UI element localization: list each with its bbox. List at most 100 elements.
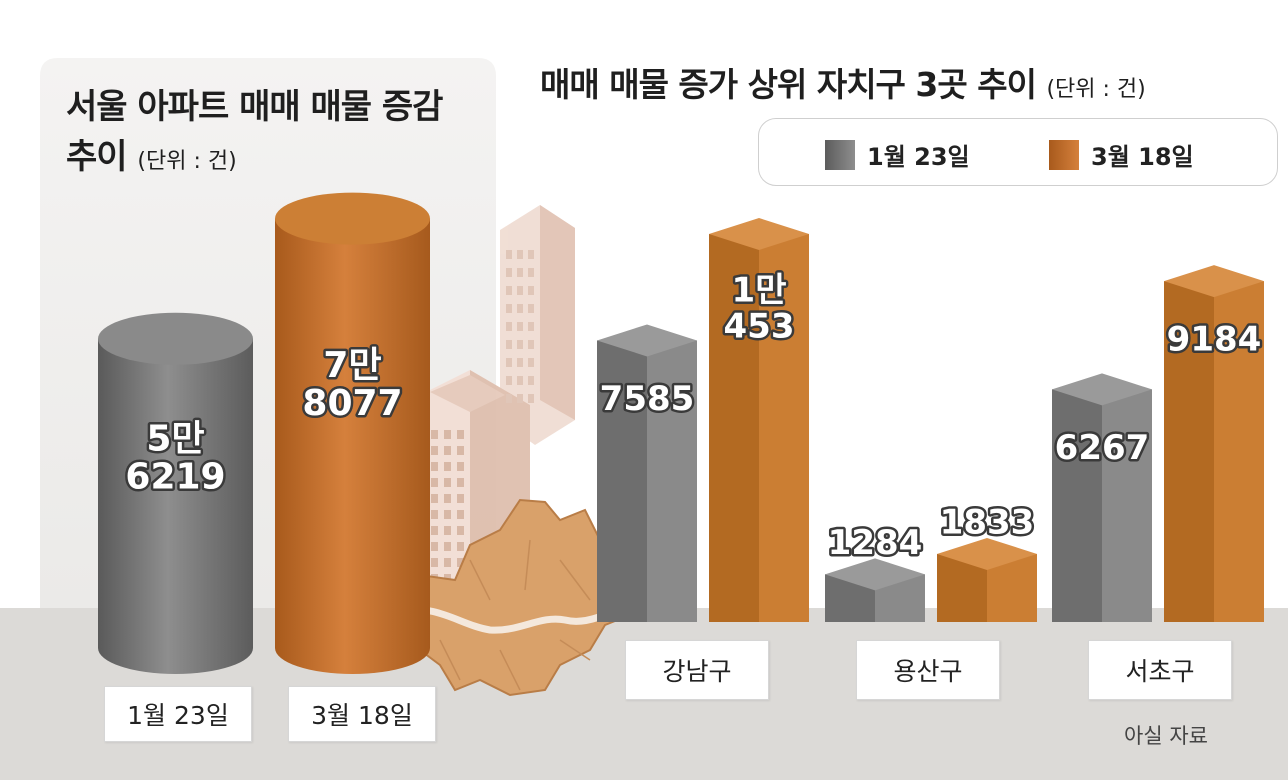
window — [506, 322, 512, 331]
district-value-label: 1833 — [940, 502, 1035, 542]
right-chart-title: 매매 매물 증가 상위 자치구 3곳 추이 (단위 : 건) — [540, 58, 1146, 106]
window — [457, 446, 464, 455]
left-value-label-line2: 8077 — [302, 383, 402, 424]
window — [444, 494, 451, 503]
legend-label-jan: 1월 23일 — [867, 143, 970, 171]
left-title-line2: 추이 — [66, 137, 128, 177]
legend-item-mar: 3월 18일 — [1049, 137, 1194, 172]
window — [506, 268, 512, 277]
legend-item-jan: 1월 23일 — [825, 137, 970, 172]
district-label-seocho: 서초구 — [1088, 640, 1232, 700]
district-label-gangnam: 강남구 — [625, 640, 769, 700]
window — [444, 526, 451, 535]
window — [457, 478, 464, 487]
window — [517, 286, 523, 295]
window — [506, 394, 512, 403]
window — [431, 542, 438, 551]
left-value-label-line1: 7만 — [323, 345, 381, 386]
window — [528, 376, 534, 385]
left-title-line1: 서울 아파트 매매 매물 증감 — [66, 87, 443, 127]
window — [517, 268, 523, 277]
district-value-label-line2: 453 — [724, 306, 795, 346]
window — [431, 430, 438, 439]
left-bar-1월 23일: 5만6219 — [98, 312, 253, 675]
window — [457, 494, 464, 503]
left-chart-title: 서울 아파트 매매 매물 증감 추이 (단위 : 건) — [66, 82, 443, 187]
window — [528, 268, 534, 277]
bar-face — [597, 340, 647, 622]
window — [506, 340, 512, 349]
window — [528, 286, 534, 295]
window — [457, 526, 464, 535]
district-value-label: 1284 — [828, 523, 923, 563]
district-label-yongsan: 용산구 — [856, 640, 1000, 700]
left-title-line2-wrap: 추이 (단위 : 건) — [66, 132, 442, 187]
bar-top — [1052, 373, 1152, 406]
window — [506, 376, 512, 385]
window — [517, 250, 523, 259]
window — [517, 304, 523, 313]
source-note: 아실 자료 — [1124, 724, 1208, 748]
bar-side — [647, 340, 697, 622]
window — [457, 542, 464, 551]
bar-side — [1214, 281, 1264, 622]
district-bar-강남구-3월 18일: 1만453 — [709, 218, 809, 622]
bar-top — [1164, 265, 1264, 298]
left-bar-body — [275, 218, 430, 675]
window — [444, 558, 451, 567]
left-value-label-line2: 6219 — [125, 456, 225, 497]
district-bar-서초구-1월 23일: 6267 — [1052, 373, 1152, 622]
district-bar-서초구-3월 18일: 9184 — [1164, 265, 1264, 622]
district-bar-용산구-1월 23일: 1284 — [825, 520, 925, 622]
window — [517, 394, 523, 403]
district-value-label: 6267 — [1055, 428, 1150, 468]
bar-side — [1102, 389, 1152, 622]
window — [528, 322, 534, 331]
bar-face — [709, 234, 759, 622]
window — [528, 304, 534, 313]
window — [528, 358, 534, 367]
window — [444, 446, 451, 455]
bar-side — [759, 234, 809, 622]
right-unit: (단위 : 건) — [1046, 77, 1146, 102]
left-bar-body — [98, 338, 253, 675]
window — [444, 462, 451, 471]
bar-face — [1052, 389, 1102, 622]
window — [444, 430, 451, 439]
window — [444, 478, 451, 487]
window — [431, 510, 438, 519]
window — [528, 394, 534, 403]
legend-swatch-mar — [1049, 139, 1079, 170]
window — [457, 430, 464, 439]
left-category-jan: 1월 23일 — [104, 686, 252, 742]
window — [431, 478, 438, 487]
window — [431, 494, 438, 503]
left-category-mar: 3월 18일 — [288, 686, 436, 742]
bar-top — [709, 218, 809, 250]
window — [457, 558, 464, 567]
legend-swatch-jan — [825, 139, 855, 170]
window — [431, 446, 438, 455]
district-value-label: 9184 — [1167, 320, 1262, 360]
window — [431, 558, 438, 567]
left-value-label-line1: 5만 — [146, 418, 204, 459]
bar-top — [825, 558, 925, 591]
window — [517, 322, 523, 331]
window — [431, 462, 438, 471]
district-bar-용산구-3월 18일: 1833 — [937, 500, 1037, 622]
window — [528, 250, 534, 259]
left-bar-3월 18일: 7만8077 — [275, 192, 430, 675]
district-value-label-line1: 1만 — [732, 271, 787, 311]
window — [517, 376, 523, 385]
window — [506, 304, 512, 313]
left-unit: (단위 : 건) — [137, 149, 237, 174]
window — [431, 526, 438, 535]
window — [506, 358, 512, 367]
window — [528, 340, 534, 349]
window — [457, 510, 464, 519]
bar-face — [1164, 281, 1214, 622]
window — [457, 462, 464, 471]
